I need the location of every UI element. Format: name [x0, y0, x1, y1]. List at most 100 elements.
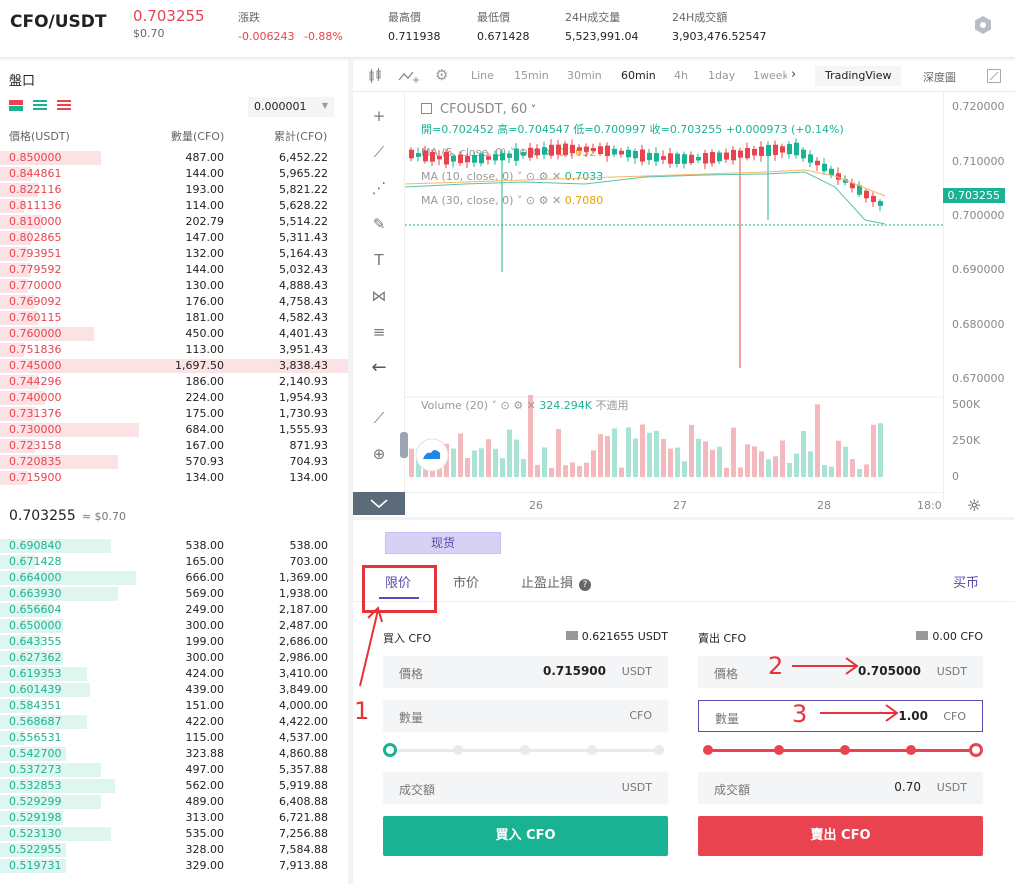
order-book-row[interactable]: 0.810000 202.79 5,514.22: [0, 214, 348, 230]
interval-1week[interactable]: 1week: [753, 69, 787, 82]
order-book-row[interactable]: 0.523130 535.00 7,256.88: [0, 826, 348, 842]
mode-bids-icon[interactable]: [33, 100, 47, 111]
buy-slider-mark[interactable]: [520, 745, 530, 755]
chart-settings-icon[interactable]: ☼: [967, 496, 982, 515]
fib-tool-icon[interactable]: ⋰: [371, 179, 387, 197]
settings-hex-icon[interactable]: [975, 16, 991, 34]
sell-slider-mark[interactable]: [906, 745, 916, 755]
order-book-row[interactable]: 0.730000 684.00 1,555.93: [0, 422, 348, 438]
order-book-row[interactable]: 0.745000 1,697.50 3,838.43: [0, 358, 348, 374]
order-book-row[interactable]: 0.770000 130.00 4,888.43: [0, 278, 348, 294]
order-book-row[interactable]: 0.643355 199.00 2,686.00: [0, 634, 348, 650]
order-book-row[interactable]: 0.537273 497.00 5,357.88: [0, 762, 348, 778]
interval-30min[interactable]: 30min: [567, 69, 602, 82]
back-arrow-icon[interactable]: ←: [371, 357, 387, 378]
collapse-chart-button[interactable]: [353, 492, 405, 515]
order-book-row[interactable]: 0.656604 249.00 2,187.00: [0, 602, 348, 618]
order-book-row[interactable]: 0.664000 666.00 1,369.00: [0, 570, 348, 586]
order-book-row[interactable]: 0.723158 167.00 871.93: [0, 438, 348, 454]
indicator-add-icon[interactable]: [398, 68, 420, 84]
candlestick-plot[interactable]: [405, 92, 943, 492]
pattern-tool-icon[interactable]: ⋈: [371, 287, 387, 305]
fullscreen-icon[interactable]: [987, 69, 1001, 83]
order-book-row[interactable]: 0.584351 151.00 4,000.00: [0, 698, 348, 714]
panel-collapse-handle[interactable]: [400, 432, 408, 458]
interval-4h[interactable]: 4h: [674, 69, 688, 82]
depth-chart-tab[interactable]: 深度圖: [923, 71, 956, 84]
tab-stop[interactable]: 止盈止損?: [521, 572, 592, 591]
buy-slider-mark[interactable]: [654, 745, 664, 755]
order-book-row[interactable]: 0.844861 144.00 5,965.22: [0, 166, 348, 182]
chart-settings-gear-icon[interactable]: ⚙: [435, 66, 449, 84]
interval-60min[interactable]: 60min: [621, 69, 656, 82]
buy-price-field[interactable]: 價格 0.715900 USDT: [383, 656, 668, 688]
order-book-row[interactable]: 0.542700 323.88 4,860.88: [0, 746, 348, 762]
interval-line[interactable]: Line: [471, 69, 494, 82]
order-book-row[interactable]: 0.532853 562.00 5,919.88: [0, 778, 348, 794]
buy-slider-mark[interactable]: [453, 745, 463, 755]
order-book-row[interactable]: 0.556531 115.00 4,537.00: [0, 730, 348, 746]
order-book-row[interactable]: 0.811136 114.00 5,628.22: [0, 198, 348, 214]
tab-market[interactable]: 市价: [453, 576, 480, 591]
spot-tab[interactable]: 现货: [385, 532, 501, 554]
tab-limit[interactable]: 限价: [385, 576, 412, 591]
order-book-row[interactable]: 0.529299 489.00 6,408.88: [0, 794, 348, 810]
sell-slider-knob[interactable]: [969, 743, 983, 757]
ruler-icon[interactable]: ⟋: [373, 409, 385, 427]
sell-qty-value[interactable]: 1.00: [898, 709, 928, 723]
order-book-row[interactable]: 0.802865 147.00 5,311.43: [0, 230, 348, 246]
order-book-row[interactable]: 0.779592 144.00 5,032.43: [0, 262, 348, 278]
order-book-row[interactable]: 0.850000 487.00 6,452.22: [0, 150, 348, 166]
brush-icon[interactable]: ✎: [372, 215, 386, 233]
crosshair-icon[interactable]: +: [372, 107, 386, 125]
order-book-row[interactable]: 0.529198 313.00 6,721.88: [0, 810, 348, 826]
order-book-row[interactable]: 0.760000 450.00 4,401.43: [0, 326, 348, 342]
interval-15min[interactable]: 15min: [514, 69, 549, 82]
order-book-row[interactable]: 0.744296 186.00 2,140.93: [0, 374, 348, 390]
order-book-row[interactable]: 0.715900 134.00 134.00: [0, 470, 348, 486]
order-book-row[interactable]: 0.650000 300.00 2,487.00: [0, 618, 348, 634]
mode-asks-icon[interactable]: [57, 100, 71, 111]
buy-slider-mark[interactable]: [587, 745, 597, 755]
sell-qty-field[interactable]: 數量 1.00 CFO: [698, 700, 983, 732]
zoom-in-icon[interactable]: ⊕: [372, 445, 386, 463]
order-book-row[interactable]: 0.740000 224.00 1,954.93: [0, 390, 348, 406]
chevron-down-icon[interactable]: ˅: [527, 103, 537, 116]
sell-slider-mark[interactable]: [840, 745, 850, 755]
trend-line-icon[interactable]: ⟋: [373, 143, 385, 161]
order-book-row[interactable]: 0.760115 181.00 4,582.43: [0, 310, 348, 326]
order-book-row[interactable]: 0.663930 569.00 1,938.00: [0, 586, 348, 602]
chevron-right-icon[interactable]: ›: [791, 67, 797, 82]
buy-coin-link[interactable]: 买币: [953, 576, 980, 591]
precision-select[interactable]: 0.000001 ▼: [248, 97, 334, 117]
sell-price-field[interactable]: 價格 0.705000 USDT: [698, 656, 983, 688]
order-book-row[interactable]: 0.619353 424.00 3,410.00: [0, 666, 348, 682]
order-book-row[interactable]: 0.769092 176.00 4,758.43: [0, 294, 348, 310]
buy-button[interactable]: 買入 CFO: [383, 816, 668, 856]
tradingview-logo-icon[interactable]: [415, 438, 449, 472]
collapse-legend-icon[interactable]: [421, 103, 432, 114]
order-book-row[interactable]: 0.522955 328.00 7,584.88: [0, 842, 348, 858]
text-tool-icon[interactable]: T: [374, 251, 384, 269]
buy-slider-knob[interactable]: [383, 743, 397, 757]
sell-slider-mark[interactable]: [774, 745, 784, 755]
order-book-row[interactable]: 0.720835 570.93 704.93: [0, 454, 348, 470]
sell-button[interactable]: 賣出 CFO: [698, 816, 983, 856]
mode-both-icon[interactable]: [9, 100, 23, 111]
order-book-row[interactable]: 0.671428 165.00 703.00: [0, 554, 348, 570]
tradingview-tab[interactable]: TradingView: [815, 66, 902, 86]
order-book-row[interactable]: 0.751836 113.00 3,951.43: [0, 342, 348, 358]
buy-qty-field[interactable]: 數量 CFO: [383, 700, 668, 732]
order-book-row[interactable]: 0.601439 439.00 3,849.00: [0, 682, 348, 698]
order-book-row[interactable]: 0.690840 538.00 538.00: [0, 538, 348, 554]
help-icon[interactable]: ?: [579, 579, 592, 591]
measure-tool-icon[interactable]: ≡: [372, 323, 386, 341]
pair-name[interactable]: CFO/USDT: [10, 12, 107, 32]
sell-total-field[interactable]: 成交額 0.70 USDT: [698, 772, 983, 804]
order-book-row[interactable]: 0.519731 329.00 7,913.88: [0, 858, 348, 874]
candle-type-icon[interactable]: [367, 68, 383, 84]
order-book-row[interactable]: 0.822116 193.00 5,821.22: [0, 182, 348, 198]
order-book-row[interactable]: 0.568687 422.00 4,422.00: [0, 714, 348, 730]
buy-total-field[interactable]: 成交額 USDT: [383, 772, 668, 804]
sell-price-value[interactable]: 0.705000: [857, 664, 921, 678]
